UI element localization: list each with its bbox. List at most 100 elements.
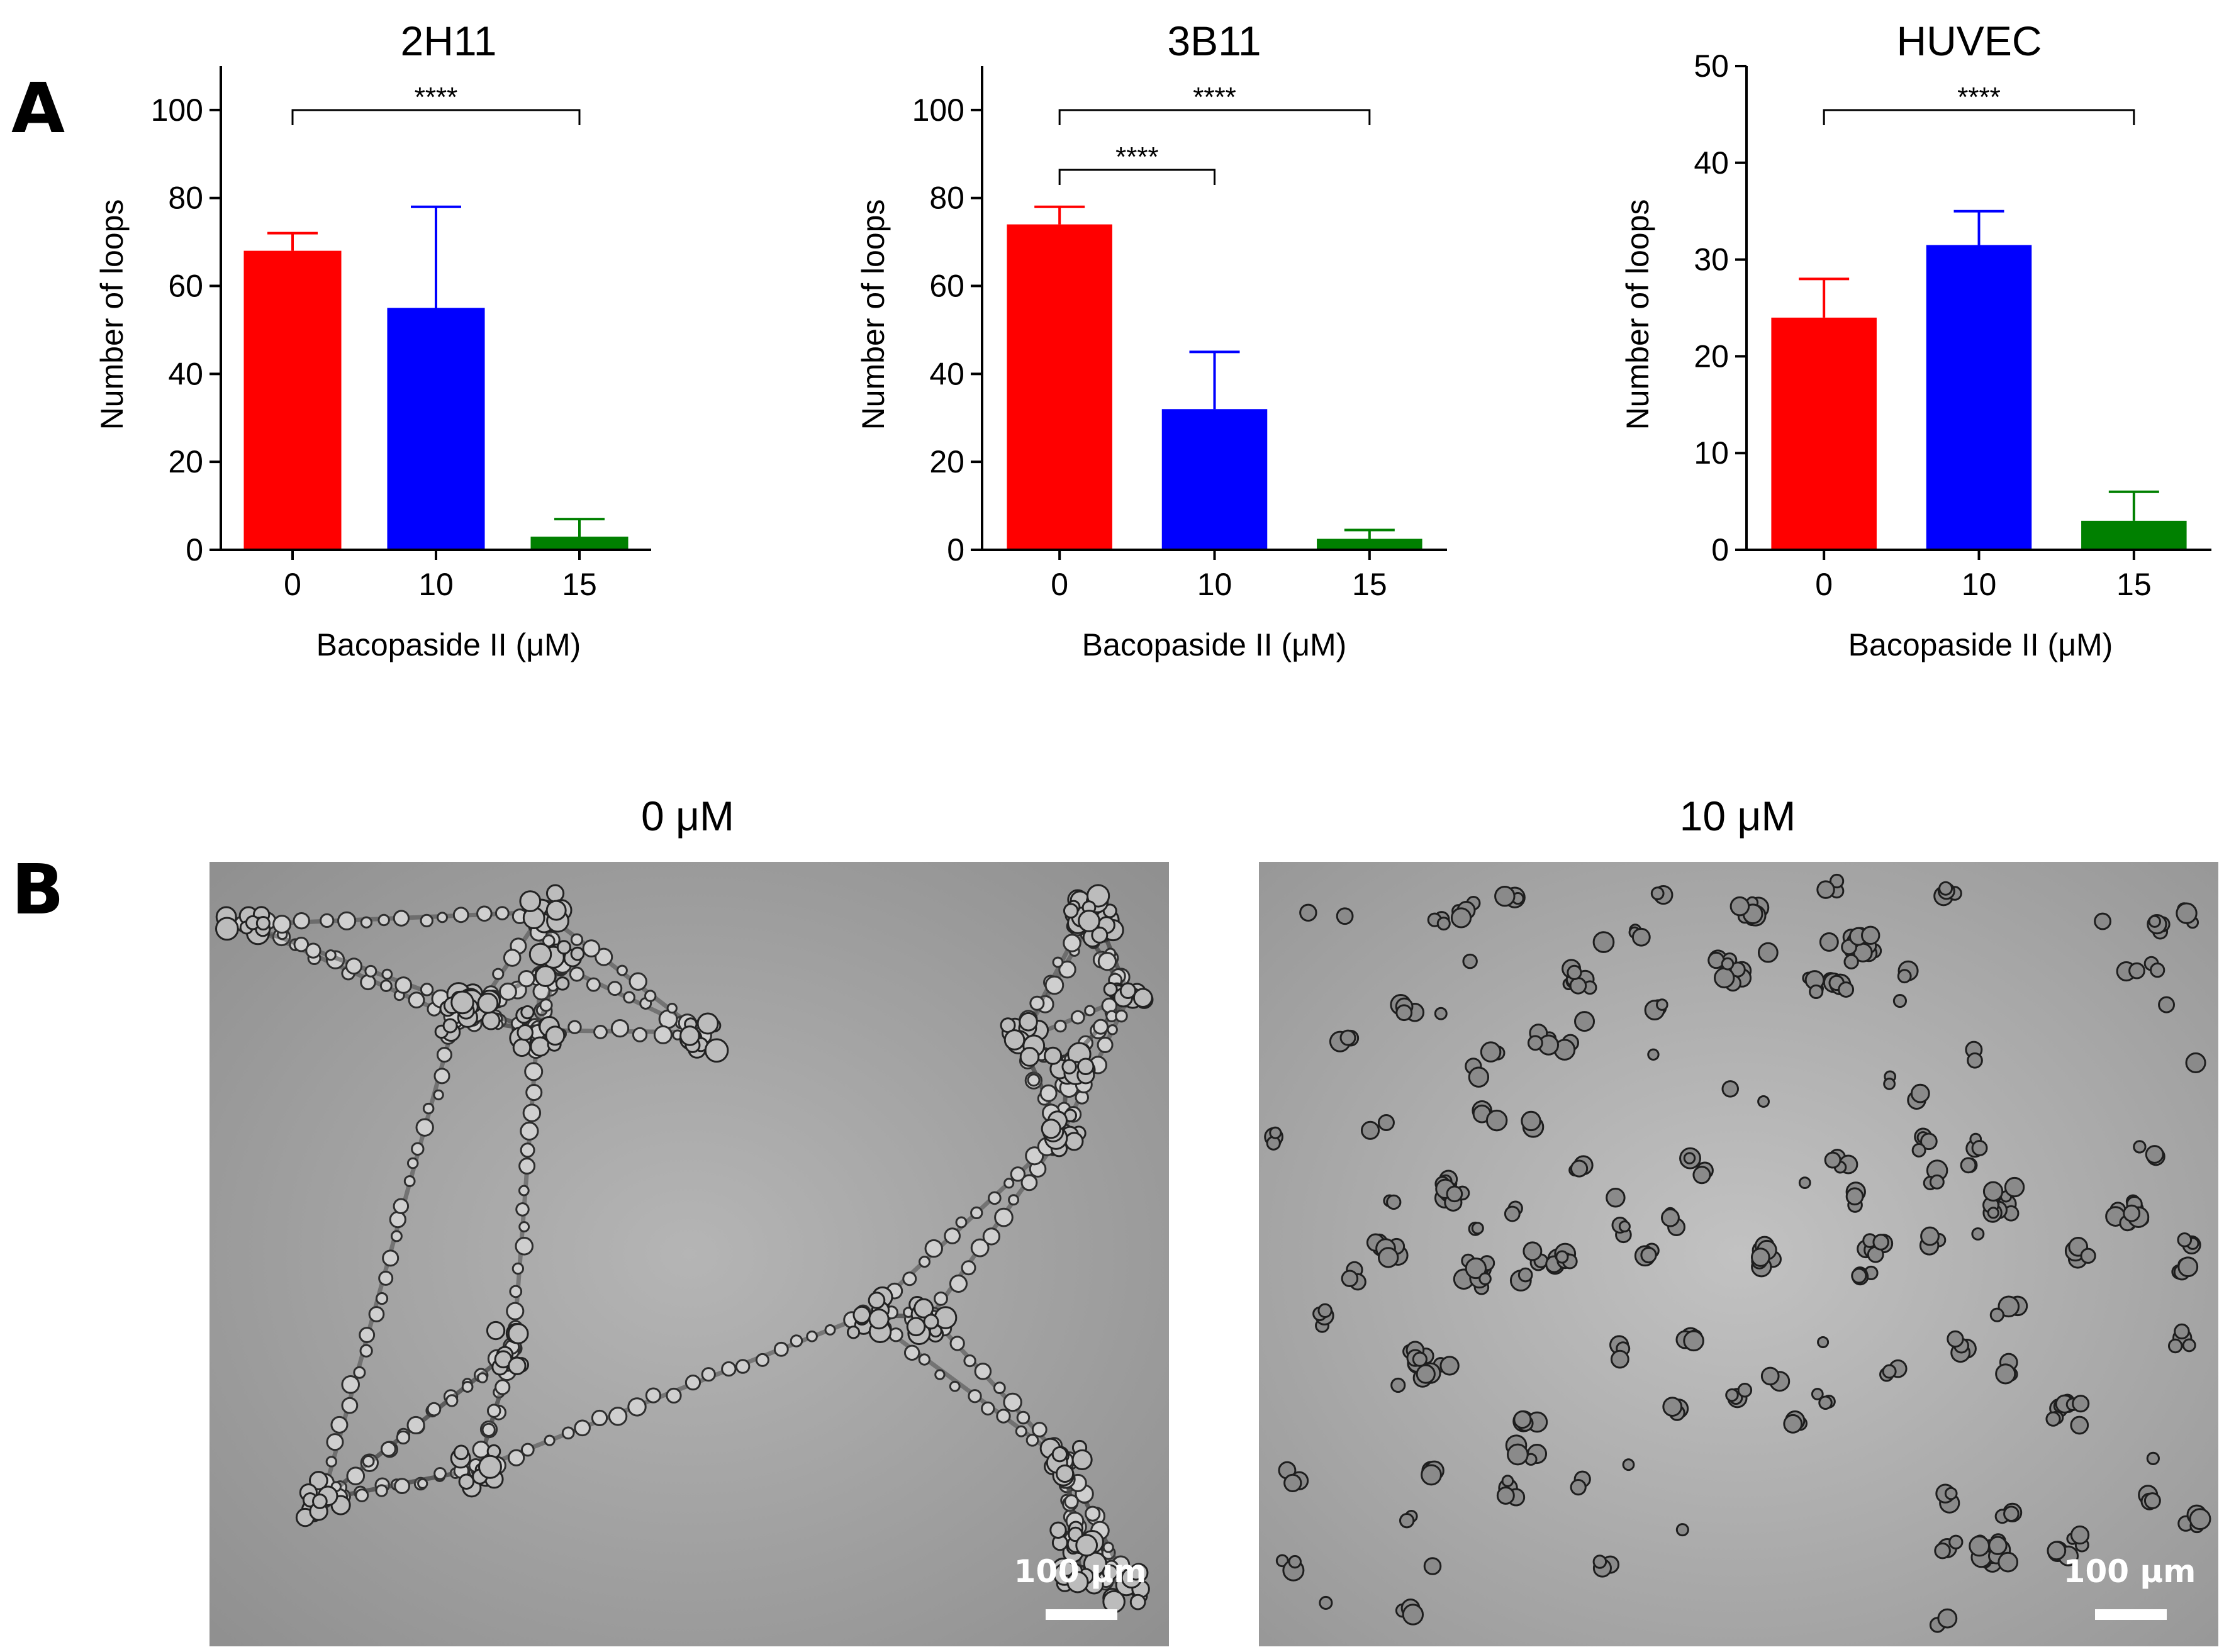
- cell: [511, 1262, 524, 1275]
- significance-bracket: [1823, 109, 2135, 125]
- cell: [1115, 1009, 1128, 1023]
- cell: [355, 1488, 369, 1502]
- cell: [1829, 873, 1845, 889]
- cell: [477, 1372, 488, 1383]
- cell: [570, 933, 584, 946]
- cell: [914, 1298, 934, 1319]
- cell: [2047, 1541, 2067, 1561]
- cell: [1851, 1268, 1867, 1284]
- cell: [610, 1019, 630, 1038]
- cell: [525, 1084, 543, 1102]
- cell: [359, 1327, 376, 1343]
- cell: [1574, 1011, 1595, 1032]
- cell: [1570, 1479, 1587, 1496]
- cell: [520, 1443, 535, 1457]
- cell: [1102, 1564, 1119, 1581]
- y-axis-label: Number of loops: [856, 199, 891, 430]
- cell: [1838, 981, 1855, 998]
- cell: [380, 1441, 396, 1457]
- cell: [1818, 1395, 1833, 1410]
- cell: [1446, 1185, 1463, 1203]
- cell: [1471, 1222, 1484, 1235]
- cell: [2045, 1411, 2061, 1427]
- cell: [961, 1260, 976, 1276]
- cell: [1517, 1267, 1533, 1283]
- x-axis-label: Bacopaside II (μM): [1848, 627, 2113, 662]
- cell: [1944, 1487, 1958, 1500]
- cell: [406, 1415, 425, 1434]
- cell: [364, 964, 377, 978]
- cell: [1496, 1486, 1515, 1505]
- cell: [393, 1198, 410, 1214]
- cell: [1683, 1152, 1696, 1164]
- cell: [666, 1387, 682, 1404]
- cell: [629, 972, 647, 991]
- micrograph-10um: 100 μm: [1259, 862, 2218, 1646]
- cell: [420, 983, 434, 996]
- cell: [1725, 1388, 1739, 1402]
- cell: [1341, 1270, 1359, 1288]
- cell: [2177, 1256, 2199, 1278]
- cell: [1025, 1434, 1039, 1447]
- cell: [1650, 886, 1665, 901]
- cell: [477, 992, 499, 1014]
- cell: [1817, 1336, 1830, 1349]
- cell: [968, 1389, 982, 1404]
- cell: [1102, 1590, 1126, 1614]
- cell: [561, 1426, 575, 1440]
- cell: [963, 1354, 976, 1368]
- cell: [2004, 1176, 2025, 1198]
- cell: [515, 1202, 530, 1217]
- cell: [360, 916, 372, 929]
- cell: [1513, 1410, 1532, 1429]
- cell: [2070, 1525, 2090, 1545]
- cell: [1003, 1178, 1015, 1189]
- cell: [308, 1471, 328, 1490]
- cell: [1044, 975, 1065, 995]
- y-tick-label: 100: [912, 92, 964, 128]
- cell: [1988, 1536, 2008, 1555]
- plot-area: 0 10 15 0 20 40 60 80 100 ****: [151, 66, 651, 602]
- cell: [1809, 984, 1824, 1000]
- significance-bracket: [1058, 109, 1371, 125]
- cell: [382, 1249, 400, 1267]
- bar: [1771, 317, 1877, 550]
- y-tick-label: 60: [168, 269, 203, 304]
- cell: [666, 1002, 678, 1014]
- cell: [1920, 1226, 1940, 1246]
- cell: [495, 906, 510, 920]
- cell: [2150, 962, 2165, 978]
- cell: [1729, 896, 1750, 917]
- cell: [653, 1025, 673, 1044]
- cell: [2146, 1451, 2160, 1465]
- y-tick-label: 10: [1694, 435, 1729, 471]
- cell: [1031, 1422, 1048, 1437]
- cell: [2177, 1232, 2193, 1247]
- cell: [2072, 1395, 2090, 1413]
- cell: [1423, 1557, 1442, 1575]
- cell: [1570, 1159, 1589, 1178]
- cell: [1399, 1513, 1415, 1529]
- cell: [1416, 1364, 1436, 1384]
- cell: [1129, 1593, 1146, 1610]
- cell: [1478, 1272, 1492, 1285]
- cell: [420, 913, 433, 928]
- y-axis-label: Number of loops: [94, 199, 130, 430]
- cell: [1436, 917, 1451, 931]
- cell: [1063, 903, 1079, 919]
- cell: [396, 1430, 411, 1445]
- cell: [2145, 1145, 2164, 1164]
- cell: [1967, 1052, 1983, 1069]
- cell: [923, 1314, 939, 1330]
- x-tick-label: 0: [284, 567, 301, 602]
- cell: [1606, 1188, 1626, 1208]
- y-tick-label: 80: [168, 181, 203, 216]
- cell: [1929, 1174, 1945, 1190]
- cell: [1102, 1541, 1114, 1553]
- cell: [437, 912, 448, 924]
- cell: [903, 1344, 920, 1361]
- cell: [1054, 1019, 1067, 1033]
- cell: [326, 1433, 344, 1451]
- cell: [1027, 1073, 1041, 1087]
- cell: [607, 981, 623, 996]
